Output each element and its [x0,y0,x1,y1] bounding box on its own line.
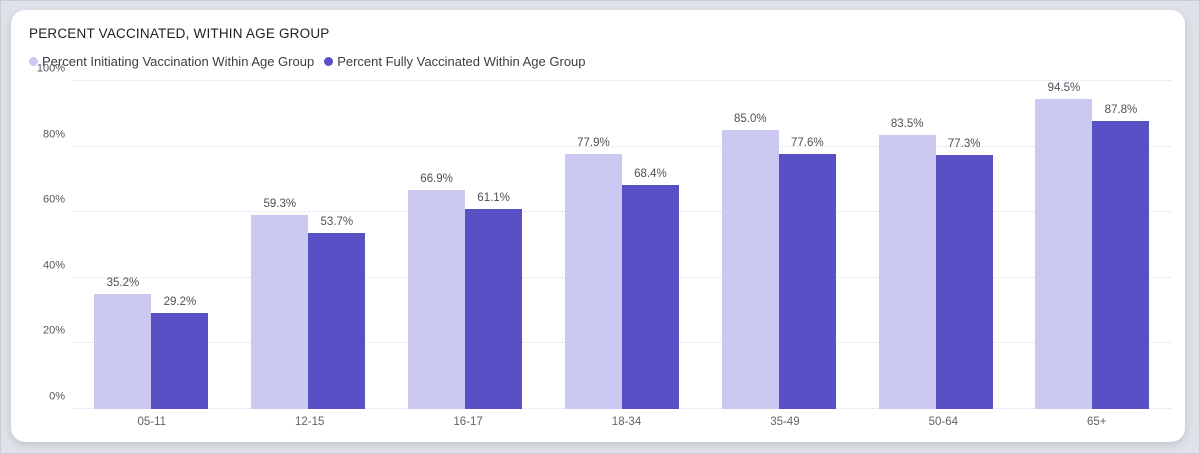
bar-series-1-18-34[interactable] [621,184,679,409]
bar-series-1-12-15[interactable] [308,232,366,409]
chart-legend: Percent Initiating Vaccination Within Ag… [29,52,1177,70]
bar-wrap: 77.9% [564,81,622,409]
bar-group-65+: 94.5% 87.8% [1035,81,1150,409]
bar-value-label: 29.2% [163,296,197,309]
x-tick-label-12-15: 12-15 [295,416,325,428]
bar-series-1-16-17[interactable] [465,208,523,409]
bar-group-05-11: 35.2% 29.2% [94,81,209,409]
bar-series-0-05-11[interactable] [94,293,152,409]
bar-value-label: 77.6% [790,137,824,150]
bar-wrap: 83.5% [878,81,936,409]
y-tick-label: 0% [49,390,65,403]
bar-value-label: 59.3% [263,197,297,210]
bar-groups: 35.2% 29.2% 59.3% 53.7% 66.9% 61.1% 77.9% 68.4%… [73,81,1171,409]
x-tick-label-18-34: 18-34 [611,416,642,428]
bar-wrap: 53.7% [308,81,366,409]
bar-group-16-17: 66.9% 61.1% [408,81,523,409]
bar-value-label: 61.1% [477,191,510,204]
bar-value-label: 53.7% [320,215,354,228]
bar-value-label: 83.5% [890,118,924,131]
bar-value-label: 94.5% [1047,82,1081,95]
bar-wrap: 61.1% [465,81,523,409]
bar-wrap: 87.8% [1092,81,1150,409]
x-tick-label-16-17: 16-17 [453,416,483,428]
plot-area: 35.2% 29.2% 59.3% 53.7% 66.9% 61.1% 77.9% 68.4%… [73,80,1171,409]
bar-series-0-16-17[interactable] [408,189,466,409]
bar-wrap: 59.3% [251,81,309,409]
legend-item-series-0[interactable]: Percent Initiating Vaccination Within Ag… [29,54,314,69]
bar-value-label: 85.0% [733,113,767,126]
legend-item-label: Percent Initiating Vaccination Within Ag… [42,53,315,69]
x-axis: 05-11 12-15 16-17 18-34 35-49 50-64 65+ [73,409,1171,435]
bar-series-0-65+[interactable] [1035,99,1093,409]
x-tick-label-05-11: 05-11 [137,416,167,428]
bar-wrap: 85.0% [721,81,779,409]
bar-series-1-65+[interactable] [1092,121,1150,409]
y-axis: 0% 20% 40% 60% 80% 100% [29,62,73,409]
y-tick-label: 20% [42,324,65,337]
bar-series-1-50-64[interactable] [935,155,993,409]
bar-wrap: 29.2% [151,81,209,409]
chart-card: PERCENT VACCINATED, WITHIN AGE GROUP Per… [11,10,1185,442]
gridline [73,80,1171,81]
bar-wrap: 35.2% [94,81,152,409]
bar-series-0-50-64[interactable] [878,135,936,409]
bar-value-label: 87.8% [1104,104,1138,117]
legend-item-label: Percent Fully Vaccinated Within Age Grou… [337,53,586,69]
y-tick-label: 40% [42,259,65,272]
legend-dot-icon [324,56,334,66]
bar-chart: 0% 20% 40% 60% 80% 100% 35.2% 29.2% 59.3% 53.7% 6… [29,62,1177,409]
bar-series-0-12-15[interactable] [251,214,309,409]
legend-item-series-1[interactable]: Percent Fully Vaccinated Within Age Grou… [324,53,586,69]
bar-wrap: 68.4% [621,81,679,409]
bar-series-0-35-49[interactable] [721,130,779,409]
legend-dot-icon [29,56,38,66]
bar-group-35-49: 85.0% 77.6% [721,81,836,409]
bar-value-label: 66.9% [420,172,453,185]
bar-value-label: 77.3% [947,138,981,151]
bar-group-12-15: 59.3% 53.7% [251,81,366,409]
bar-value-label: 77.9% [577,136,610,149]
x-tick-label-35-49: 35-49 [770,416,800,428]
y-tick-label: 80% [42,128,65,141]
y-tick-label: 60% [42,193,65,206]
x-tick-label-65+: 65+ [1086,416,1107,428]
gridline [73,145,1171,147]
bar-wrap: 94.5% [1035,81,1093,409]
y-tick-label: 100% [36,62,65,75]
bar-value-label: 35.2% [106,276,140,289]
bar-series-0-18-34[interactable] [564,153,622,409]
bar-series-1-05-11[interactable] [151,313,209,409]
bar-wrap: 77.6% [778,81,836,409]
bar-group-18-34: 77.9% 68.4% [564,81,679,409]
chart-title: PERCENT VACCINATED, WITHIN AGE GROUP [29,26,330,41]
bar-series-1-35-49[interactable] [778,154,836,409]
x-tick-label-50-64: 50-64 [928,416,958,428]
bar-wrap: 66.9% [408,81,466,409]
bar-wrap: 77.3% [935,81,993,409]
bar-group-50-64: 83.5% 77.3% [878,81,993,409]
bar-value-label: 68.4% [634,167,667,180]
